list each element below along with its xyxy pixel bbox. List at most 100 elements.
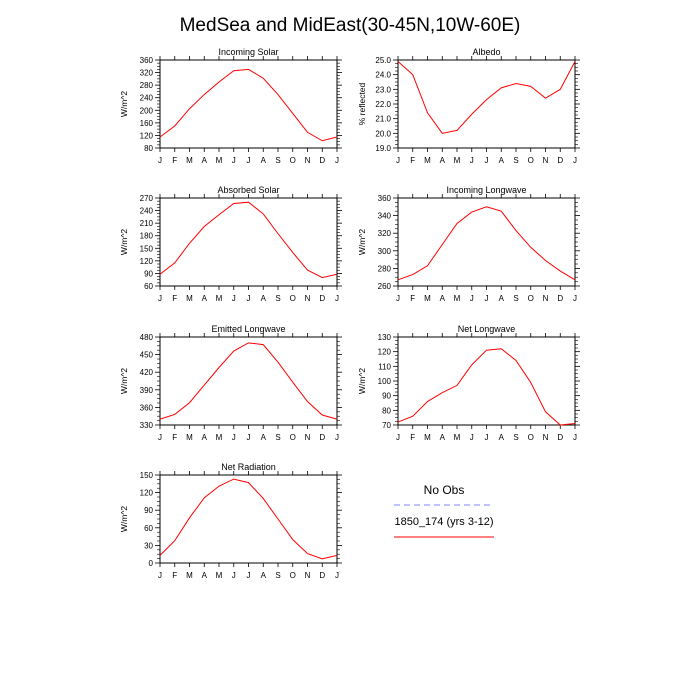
- y-tick-label: 240: [140, 207, 154, 216]
- figure-title: MedSea and MidEast(30-45N,10W-60E): [180, 15, 521, 36]
- x-tick-label: O: [290, 156, 296, 165]
- x-tick-label: J: [485, 156, 489, 165]
- x-tick-label: M: [424, 294, 431, 303]
- series-line-model: [159, 68, 338, 142]
- y-tick-label: 80: [382, 406, 391, 415]
- x-tick-label: M: [216, 433, 223, 442]
- y-tick-label: 450: [140, 351, 154, 360]
- x-tick-label: J: [158, 294, 162, 303]
- x-tick-label: O: [528, 433, 534, 442]
- x-tick-label: M: [424, 433, 431, 442]
- y-tick-label: 270: [140, 194, 154, 203]
- x-tick-label: N: [305, 156, 311, 165]
- legend: No Obs 1850_174 (yrs 3-12): [394, 483, 494, 538]
- x-tick-label: J: [158, 571, 162, 580]
- x-tick-label: F: [172, 433, 177, 442]
- x-tick-label: M: [216, 156, 223, 165]
- x-tick-label: J: [232, 571, 236, 580]
- y-axis-label: W/m^2: [119, 506, 129, 532]
- y-tick-label: 120: [140, 131, 154, 140]
- x-tick-label: N: [305, 433, 311, 442]
- x-tick-label: O: [290, 433, 296, 442]
- y-tick-label: 320: [140, 69, 154, 78]
- y-tick-label: 22.0: [375, 100, 391, 109]
- y-tick-label: 200: [140, 106, 154, 115]
- y-tick-label: 120: [140, 489, 154, 498]
- x-tick-label: S: [275, 294, 280, 303]
- x-tick-label: S: [275, 433, 280, 442]
- x-tick-label: A: [261, 156, 267, 165]
- x-tick-label: A: [202, 156, 208, 165]
- x-tick-label: M: [186, 433, 193, 442]
- x-tick-label: A: [261, 571, 267, 580]
- x-tick-label: M: [186, 571, 193, 580]
- series-line-model: [159, 478, 338, 560]
- x-tick-label: D: [557, 433, 563, 442]
- x-tick-label: S: [513, 294, 518, 303]
- y-tick-label: 340: [378, 212, 392, 221]
- x-tick-label: J: [335, 294, 339, 303]
- y-tick-label: 110: [378, 362, 391, 371]
- x-tick-label: J: [247, 433, 251, 442]
- y-axis-label: W/m^2: [119, 368, 129, 394]
- y-tick-label: 90: [382, 392, 391, 401]
- x-tick-label: D: [557, 156, 563, 165]
- x-tick-label: D: [319, 571, 325, 580]
- panel-title: Incoming Longwave: [446, 185, 526, 195]
- panel-title: Albedo: [472, 47, 500, 57]
- x-tick-label: J: [335, 433, 339, 442]
- x-tick-label: J: [573, 294, 577, 303]
- x-tick-label: F: [410, 294, 415, 303]
- panel-title: Net Radiation: [221, 462, 276, 472]
- y-tick-label: 21.0: [375, 115, 391, 124]
- x-tick-label: N: [305, 294, 311, 303]
- x-tick-label: J: [396, 156, 400, 165]
- y-tick-label: 60: [144, 282, 153, 291]
- x-tick-label: J: [158, 433, 162, 442]
- panel-title: Incoming Solar: [218, 47, 278, 57]
- y-tick-label: 390: [140, 386, 154, 395]
- x-tick-label: F: [410, 156, 415, 165]
- x-tick-label: F: [172, 294, 177, 303]
- x-tick-label: F: [172, 571, 177, 580]
- x-tick-label: M: [186, 156, 193, 165]
- x-tick-label: D: [319, 294, 325, 303]
- x-tick-label: D: [319, 156, 325, 165]
- y-tick-label: 420: [140, 368, 154, 377]
- x-tick-label: F: [410, 433, 415, 442]
- y-tick-label: 260: [378, 282, 392, 291]
- x-tick-label: J: [396, 433, 400, 442]
- x-tick-label: J: [158, 156, 162, 165]
- x-tick-label: O: [528, 294, 534, 303]
- y-tick-label: 130: [378, 333, 392, 342]
- y-tick-label: 480: [140, 333, 154, 342]
- x-tick-label: N: [543, 433, 549, 442]
- x-tick-label: J: [232, 156, 236, 165]
- series-line-model: [397, 348, 576, 426]
- x-tick-label: A: [202, 294, 208, 303]
- x-tick-label: A: [440, 294, 446, 303]
- y-tick-label: 0: [149, 559, 154, 568]
- y-tick-label: 330: [140, 421, 154, 430]
- y-tick-label: 280: [140, 81, 154, 90]
- x-tick-label: M: [454, 433, 461, 442]
- x-tick-label: S: [275, 156, 280, 165]
- y-tick-label: 30: [144, 541, 153, 550]
- y-tick-label: 90: [144, 506, 153, 515]
- y-tick-label: 70: [382, 421, 391, 430]
- x-tick-label: M: [454, 156, 461, 165]
- x-tick-label: A: [261, 433, 267, 442]
- series-line-model: [397, 206, 576, 281]
- x-tick-label: A: [499, 294, 505, 303]
- y-axis-label: W/m^2: [357, 368, 367, 394]
- y-tick-label: 60: [144, 524, 153, 533]
- x-tick-label: A: [499, 433, 505, 442]
- panel-title: Emitted Longwave: [211, 324, 285, 334]
- x-tick-label: J: [470, 294, 474, 303]
